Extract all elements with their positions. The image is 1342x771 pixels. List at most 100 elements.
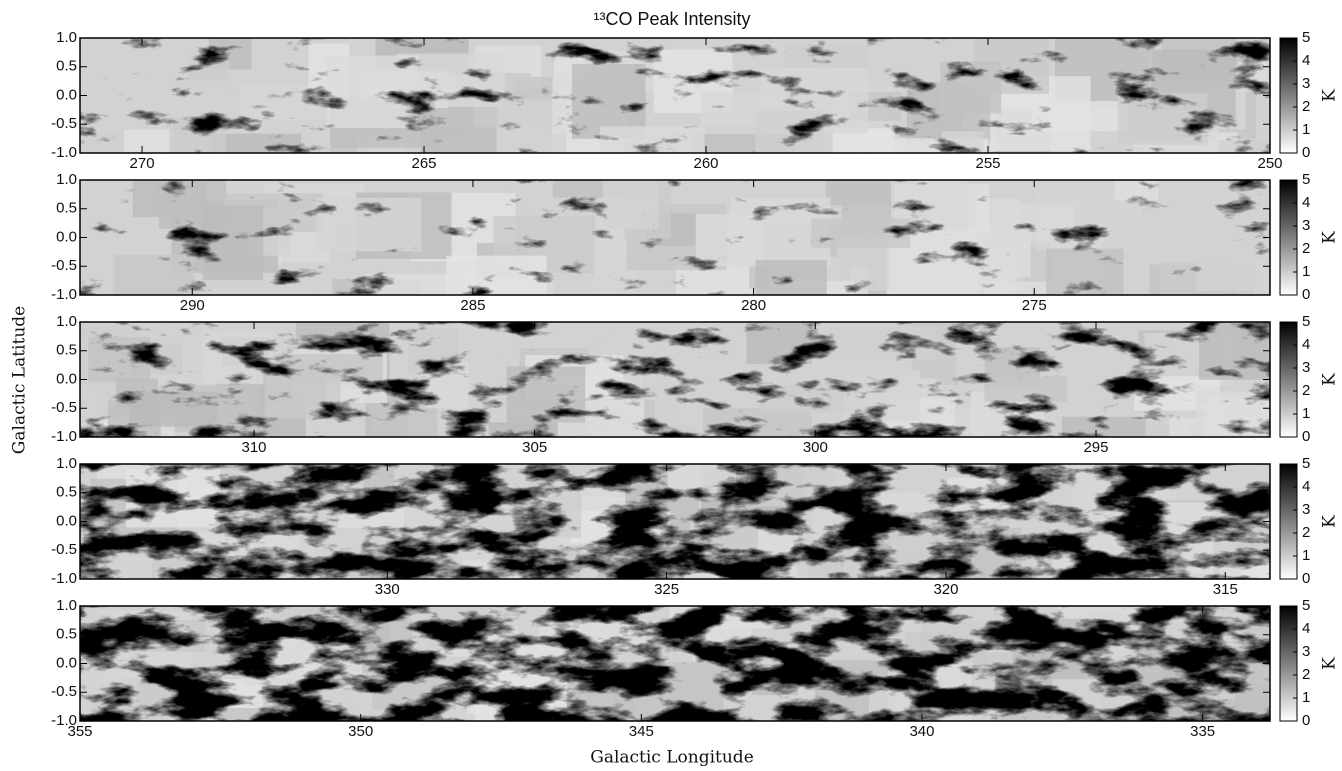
colorbar-tick-label: 5 (1302, 455, 1310, 472)
y-tick-label: 0.0 (56, 370, 77, 387)
y-tick-label: 0.5 (56, 342, 77, 359)
y-tick-label: -1.0 (51, 144, 77, 161)
colorbar-tick-label: 2 (1302, 98, 1310, 115)
colorbar (1279, 605, 1298, 722)
y-tick-label: 0.5 (56, 200, 77, 217)
y-tick-label: -0.5 (51, 257, 77, 274)
colorbar-label: K (1320, 657, 1340, 670)
colorbar-label: K (1320, 515, 1340, 528)
x-tick-label: 250 (1257, 155, 1282, 172)
x-tick-label: 350 (348, 723, 373, 740)
x-tick-label: 335 (1190, 723, 1215, 740)
colorbar-tick-label: 5 (1302, 313, 1310, 330)
colorbar-tick-label: 0 (1302, 712, 1310, 729)
colorbar-tick-label: 1 (1302, 547, 1310, 564)
colorbar-tick-label: 5 (1302, 29, 1310, 46)
colorbar-tick-label: 2 (1302, 240, 1310, 257)
map-image (80, 38, 1270, 153)
colorbar-tick-label: 4 (1302, 478, 1310, 495)
map-emission (80, 38, 1270, 153)
colorbar (1279, 179, 1298, 296)
map-emission (80, 180, 1270, 295)
colorbar-tick-label: 4 (1302, 336, 1310, 353)
x-tick-label: 270 (130, 155, 155, 172)
colorbar-tick-label: 3 (1302, 501, 1310, 518)
y-tick-label: -0.5 (51, 683, 77, 700)
y-tick-label: -1.0 (51, 712, 77, 729)
colorbar-tick-label: 1 (1302, 405, 1310, 422)
map-image (80, 464, 1270, 579)
x-tick-label: 290 (180, 297, 205, 314)
y-tick-label: 1.0 (56, 597, 77, 614)
colorbar-tick-label: 3 (1302, 643, 1310, 660)
y-tick-label: 0.5 (56, 484, 77, 501)
colorbar-tick-label: 4 (1302, 194, 1310, 211)
x-tick-label: 340 (909, 723, 934, 740)
map-image (80, 180, 1270, 295)
map-emission (80, 606, 1270, 721)
y-tick-label: -0.5 (51, 541, 77, 558)
x-tick-label: 295 (1083, 439, 1108, 456)
x-tick-label: 345 (629, 723, 654, 740)
colorbar-label: K (1320, 89, 1340, 102)
x-tick-label: 260 (694, 155, 719, 172)
y-tick-label: 1.0 (56, 29, 77, 46)
x-tick-label: 280 (741, 297, 766, 314)
x-tick-label: 355 (67, 723, 92, 740)
figure-title: ¹³CO Peak Intensity (593, 9, 750, 29)
x-tick-label: 315 (1213, 581, 1238, 598)
colorbar-label: K (1320, 373, 1340, 386)
colorbar-tick-label: 0 (1302, 570, 1310, 587)
x-tick-label: 255 (975, 155, 1000, 172)
y-tick-label: 0.0 (56, 86, 77, 103)
x-tick-label: 265 (412, 155, 437, 172)
x-tick-label: 285 (460, 297, 485, 314)
y-tick-label: 0.5 (56, 58, 77, 75)
y-tick-label: -1.0 (51, 428, 77, 445)
y-tick-label: -1.0 (51, 570, 77, 587)
colorbar-tick-label: 4 (1302, 52, 1310, 69)
map-emission (80, 464, 1270, 579)
colorbar-tick-label: 3 (1302, 75, 1310, 92)
map-tile (1265, 53, 1270, 86)
colorbar-tick-label: 1 (1302, 689, 1310, 706)
colorbar-tick-label: 5 (1302, 597, 1310, 614)
y-tick-label: 0.0 (56, 654, 77, 671)
y-tick-label: 1.0 (56, 313, 77, 330)
y-tick-label: 1.0 (56, 455, 77, 472)
x-axis-title: Galactic Longitude (590, 748, 754, 768)
colorbar-tick-label: 5 (1302, 171, 1310, 188)
x-tick-label: 325 (654, 581, 679, 598)
y-tick-label: 0.5 (56, 626, 77, 643)
colorbar-tick-label: 0 (1302, 428, 1310, 445)
y-tick-label: -0.5 (51, 115, 77, 132)
y-tick-label: -0.5 (51, 399, 77, 416)
x-tick-label: 310 (241, 439, 266, 456)
y-tick-label: 0.0 (56, 512, 77, 529)
colorbar-tick-label: 1 (1302, 263, 1310, 280)
colorbar-tick-label: 3 (1302, 359, 1310, 376)
colorbar (1279, 463, 1298, 580)
colorbar-tick-label: 1 (1302, 121, 1310, 138)
colorbar-label: K (1320, 231, 1340, 244)
colorbar (1279, 37, 1298, 154)
y-tick-label: 0.0 (56, 228, 77, 245)
map-emission (80, 322, 1270, 437)
x-tick-label: 320 (933, 581, 958, 598)
y-tick-label: -1.0 (51, 286, 77, 303)
map-image (80, 322, 1270, 437)
colorbar-tick-label: 2 (1302, 666, 1310, 683)
x-tick-label: 275 (1022, 297, 1047, 314)
colorbar-tick-label: 3 (1302, 217, 1310, 234)
colorbar (1279, 321, 1298, 438)
x-tick-label: 330 (375, 581, 400, 598)
x-tick-label: 300 (803, 439, 828, 456)
y-tick-label: 1.0 (56, 171, 77, 188)
colorbar-tick-label: 0 (1302, 144, 1310, 161)
x-tick-label: 305 (522, 439, 547, 456)
y-axis-title: Galactic Latitude (10, 306, 30, 454)
colorbar-tick-label: 2 (1302, 382, 1310, 399)
colorbar-tick-label: 2 (1302, 524, 1310, 541)
map-image (80, 606, 1270, 721)
